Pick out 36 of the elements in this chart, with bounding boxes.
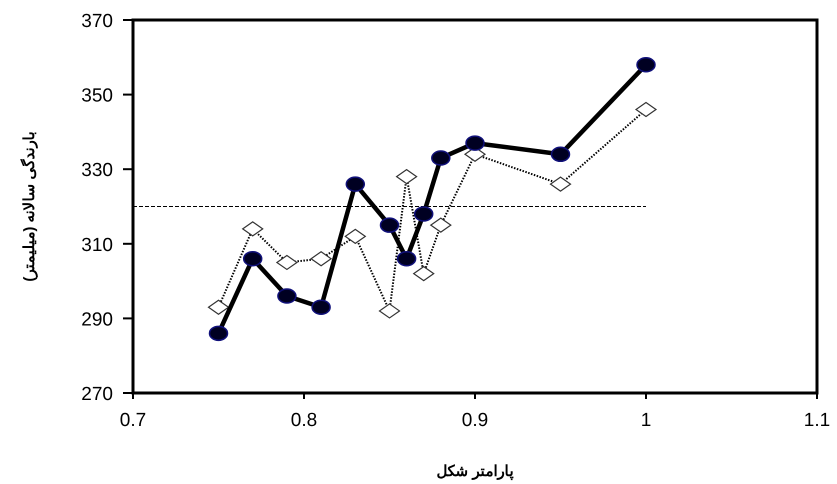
x-tick-label: 0.8 xyxy=(290,410,318,431)
point xyxy=(465,135,485,151)
point xyxy=(277,288,297,304)
point xyxy=(396,169,418,184)
point xyxy=(208,326,228,342)
point xyxy=(635,102,657,118)
point xyxy=(344,228,366,244)
point xyxy=(310,251,332,266)
point xyxy=(311,299,331,315)
point xyxy=(396,250,416,266)
x-axis-title: پارامتر شکل xyxy=(436,463,514,481)
y-tick-label: 270 xyxy=(81,384,113,405)
point xyxy=(550,176,572,192)
point xyxy=(550,146,570,162)
point xyxy=(414,206,434,222)
y-tick-label: 290 xyxy=(81,309,113,330)
y-axis-title: بارندگی سالانه (میلیمتر) xyxy=(20,131,38,282)
point xyxy=(378,303,400,319)
x-tick-label: 1 xyxy=(640,410,652,431)
x-tick-label: 0.7 xyxy=(120,410,146,431)
point xyxy=(636,57,656,73)
point xyxy=(413,266,434,282)
x-tick-label: 0.9 xyxy=(462,410,488,431)
y-tick-label: 310 xyxy=(81,234,113,256)
y-tick-label: 350 xyxy=(81,86,113,107)
point xyxy=(242,250,262,266)
point xyxy=(431,150,451,166)
point xyxy=(430,218,452,233)
point xyxy=(242,221,264,236)
y-tick-label: 330 xyxy=(81,160,113,182)
y-tick-label: 370 xyxy=(81,11,113,32)
point xyxy=(380,217,400,233)
point xyxy=(346,176,366,192)
point xyxy=(208,300,230,315)
x-tick-label: 1.1 xyxy=(804,410,830,431)
point xyxy=(276,254,298,270)
